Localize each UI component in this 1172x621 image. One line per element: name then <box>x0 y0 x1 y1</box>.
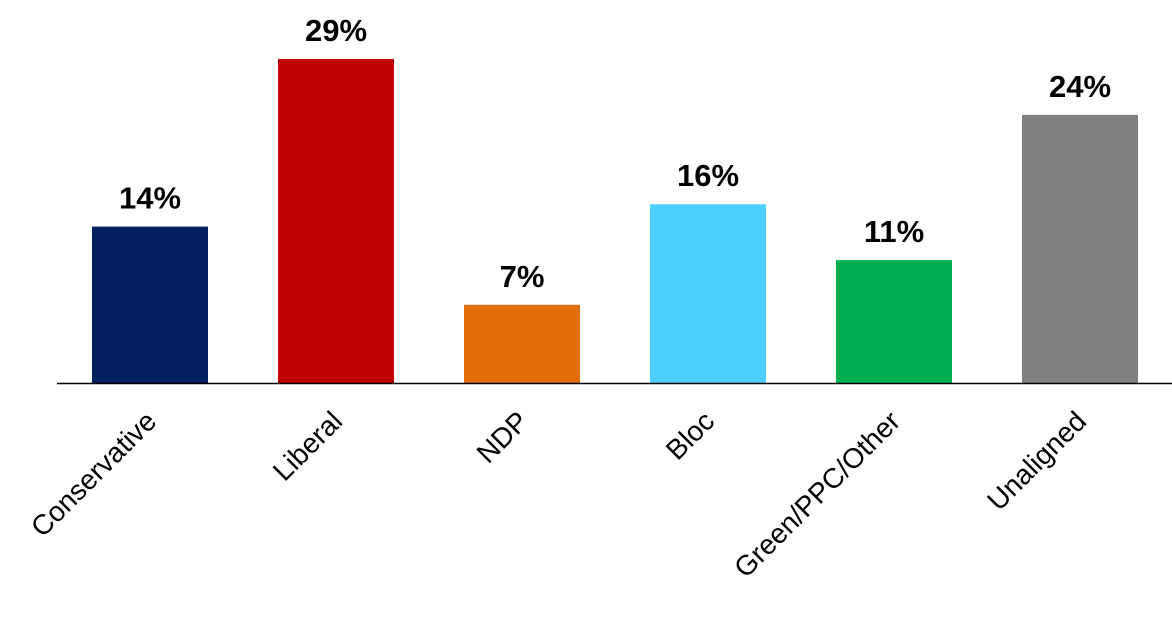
bar-green-ppc-other <box>836 260 952 383</box>
value-label-bloc: 16% <box>677 158 739 193</box>
bars-group <box>92 59 1138 384</box>
category-label-unaligned: Unaligned <box>981 405 1092 516</box>
bar-bloc <box>650 204 766 383</box>
value-label-ndp: 7% <box>500 259 545 294</box>
value-label-unaligned: 24% <box>1049 69 1111 104</box>
value-label-liberal: 29% <box>305 13 367 48</box>
category-label-bloc: Bloc <box>660 405 720 465</box>
bar-ndp <box>464 304 580 383</box>
bar-unaligned <box>1022 114 1138 384</box>
value-labels-group: 14% 29% 7% 16% 11% 24% <box>119 13 1111 294</box>
category-label-green-ppc-other: Green/PPC/Other <box>728 405 906 583</box>
category-labels-group: Conservative Liberal NDP Bloc Green/PPC/Othe… <box>25 405 1092 583</box>
value-label-green-ppc-other: 11% <box>864 214 924 249</box>
value-label-conservative: 14% <box>119 181 181 216</box>
bar-conservative <box>92 226 208 383</box>
category-label-ndp: NDP <box>471 405 535 469</box>
category-label-liberal: Liberal <box>267 405 348 486</box>
bar-liberal <box>278 59 394 383</box>
category-label-conservative: Conservative <box>25 405 162 542</box>
